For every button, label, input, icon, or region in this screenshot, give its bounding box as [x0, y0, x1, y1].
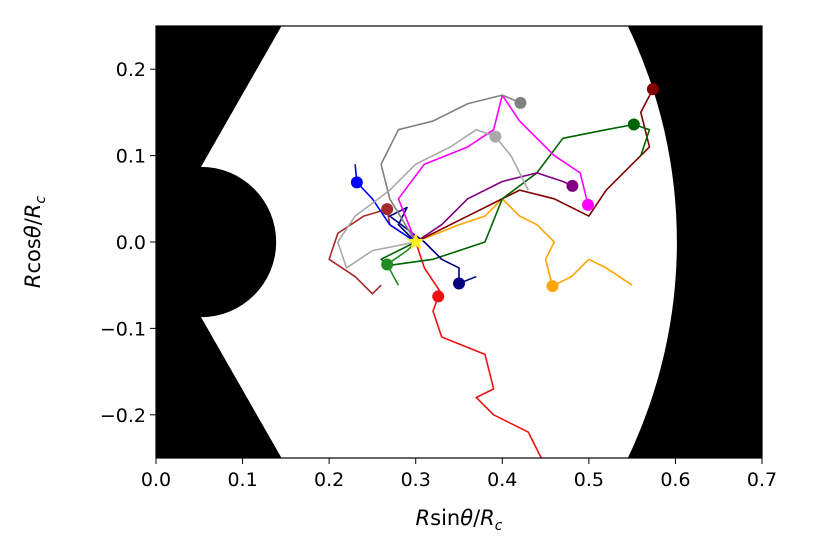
- x-axis: 0.0 0.1 0.2 0.3 0.4 0.5 0.6 0.7: [141, 458, 777, 491]
- trajectory-end-marker-5: [627, 118, 640, 131]
- trajectory-end-marker-9: [581, 198, 594, 211]
- trajectory-line-11: [380, 94, 521, 243]
- x-tick-label: 0.4: [487, 469, 517, 491]
- marker-layer: [350, 83, 659, 303]
- inner-excluded-region: [156, 26, 282, 458]
- trajectory-end-marker-8: [350, 176, 363, 189]
- x-tick-label: 0.3: [401, 469, 431, 491]
- y-tick-label: −0.2: [100, 405, 146, 427]
- y-axis-label: Rcosθ/Rc: [21, 196, 49, 288]
- trajectory-end-marker-3: [646, 83, 659, 96]
- y-tick-label: −0.1: [100, 318, 146, 340]
- trajectory-end-marker-6: [381, 258, 394, 271]
- trajectory-line-9: [397, 94, 589, 243]
- trajectory-line-1: [414, 241, 543, 458]
- trajectory-line-2: [415, 198, 633, 287]
- trajectory-end-marker-7: [453, 277, 465, 290]
- trajectory-end-marker-11: [514, 96, 527, 109]
- y-tick-label: 0.1: [116, 146, 146, 168]
- x-tick-label: 0.2: [314, 469, 344, 491]
- x-tick-label: 0.0: [141, 469, 171, 491]
- outer-excluded-region: [627, 26, 762, 458]
- x-axis-label: Rsinθ/Rc: [416, 506, 503, 534]
- x-tick-label: 0.6: [660, 469, 690, 491]
- x-tick-label: 0.7: [747, 469, 777, 491]
- trajectory-end-marker-1: [432, 290, 445, 303]
- x-tick-label: 0.5: [574, 469, 604, 491]
- trajectory-line-10: [415, 172, 573, 243]
- trajectory-end-marker-4: [381, 203, 394, 216]
- y-tick-label: 0.0: [116, 232, 146, 254]
- trajectory-line-4: [328, 208, 417, 295]
- trajectory-line-3: [415, 88, 654, 243]
- y-axis: −0.2 −0.1 0.0 0.1 0.2: [100, 59, 156, 427]
- trajectory-end-marker-10: [566, 179, 579, 192]
- trajectory-end-marker-12: [489, 130, 502, 143]
- y-tick-label: 0.2: [116, 59, 146, 81]
- trajectory-end-marker-2: [546, 280, 559, 293]
- start-star-marker: [407, 233, 425, 250]
- trajectory-line-8: [354, 164, 417, 243]
- x-tick-label: 0.1: [227, 469, 257, 491]
